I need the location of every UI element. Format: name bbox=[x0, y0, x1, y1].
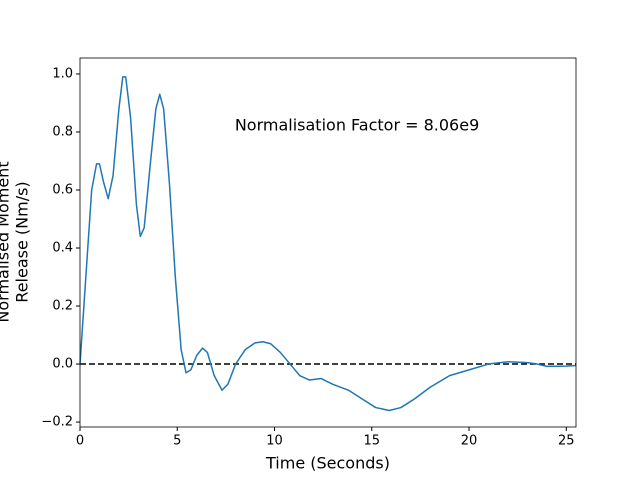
y-tick-label: 1.0 bbox=[52, 66, 73, 81]
y-tick-label: 0.8 bbox=[52, 124, 73, 139]
y-tick-label: 0.2 bbox=[52, 299, 73, 314]
y-tick-label: −0.2 bbox=[41, 415, 73, 430]
y-tick-label: 0.4 bbox=[52, 241, 73, 256]
y-tick-label: 0.6 bbox=[52, 182, 73, 197]
x-axis-label: Time (Seconds) bbox=[265, 454, 390, 473]
annotation: Normalisation Factor = 8.06e9 bbox=[235, 116, 479, 135]
x-tick-label: 25 bbox=[558, 434, 575, 449]
y-axis-label: Normalised Moment bbox=[0, 161, 13, 322]
y-axis-label: Release (Nm/s) bbox=[13, 181, 32, 302]
x-tick-label: 5 bbox=[173, 434, 181, 449]
x-tick-label: 0 bbox=[76, 434, 84, 449]
x-tick-label: 20 bbox=[461, 434, 478, 449]
x-tick-label: 15 bbox=[363, 434, 380, 449]
x-tick-label: 10 bbox=[266, 434, 283, 449]
line-series bbox=[79, 76, 577, 412]
y-tick-label: 0.0 bbox=[52, 357, 73, 372]
plot-frame bbox=[79, 57, 577, 428]
